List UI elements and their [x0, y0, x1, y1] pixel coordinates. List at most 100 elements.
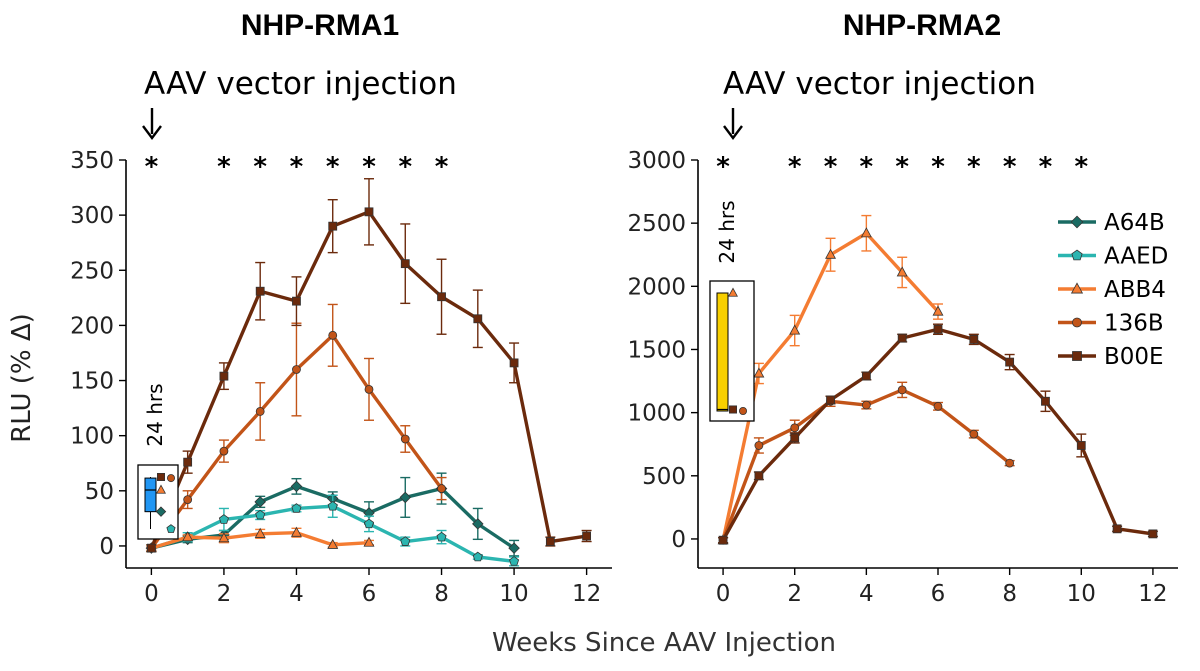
legend-entry-ABB4: ABB4	[1058, 277, 1166, 303]
significance-star: *	[788, 152, 802, 182]
data-point-ABB4	[896, 266, 908, 277]
legend-label: A64B	[1104, 210, 1165, 236]
legend-label: B00E	[1104, 344, 1164, 370]
significance-star: *	[398, 152, 412, 182]
data-point-136B	[1005, 458, 1015, 468]
significance-star: *	[1003, 152, 1017, 182]
data-point-B00E	[364, 207, 374, 217]
legend-label: ABB4	[1104, 277, 1166, 303]
inset-label: 24 hrs	[143, 383, 167, 446]
inset-point-ABB4	[156, 484, 166, 494]
series-B00E	[718, 323, 1158, 545]
data-point-AAED	[327, 500, 338, 511]
data-point-A64B	[399, 491, 412, 504]
data-point-AAED	[400, 536, 411, 546]
data-point-B00E	[582, 531, 592, 541]
data-point-AAED	[291, 503, 302, 513]
data-point-ABB4	[218, 532, 230, 543]
data-point-B00E	[790, 433, 800, 443]
data-point-B00E	[1041, 396, 1050, 406]
x-tick-label: 10	[1067, 581, 1096, 607]
data-point-ABB4	[363, 536, 375, 547]
data-point-136B	[328, 330, 338, 340]
significance-star: *	[290, 152, 304, 182]
inset-label: 24 hrs	[715, 200, 739, 263]
data-point-A64B	[508, 542, 520, 554]
data-point-136B	[790, 423, 800, 433]
significance-star: *	[1074, 152, 1088, 182]
data-point-B00E	[718, 535, 728, 545]
legend: A64B AAED ABB4 136B B00E	[1058, 210, 1168, 370]
significance-star: *	[1039, 152, 1053, 182]
inset-point-ABB4	[728, 287, 738, 297]
legend-swatch-marker	[1072, 317, 1082, 328]
x-tick-label: 6	[362, 581, 377, 607]
data-point-B00E	[1148, 529, 1158, 539]
data-point-A64B	[472, 518, 484, 530]
data-point-136B	[754, 441, 764, 450]
x-tick-label: 4	[859, 581, 874, 607]
data-point-ABB4	[753, 367, 765, 378]
data-point-B00E	[400, 259, 410, 269]
data-point-AAED	[363, 518, 375, 529]
data-point-ABB4	[290, 526, 302, 537]
panel2-injection-annotation: AAV vector injection	[723, 66, 1036, 102]
series-line-136B	[721, 388, 1011, 541]
data-point-ABB4	[860, 227, 872, 238]
data-point-AAED	[255, 509, 266, 520]
panel1: 0 50 100 150 200 250 300 350 0 2 4 6 8 10 12 * * * * * * * * 24…	[70, 108, 612, 607]
data-point-136B	[933, 401, 943, 411]
significance-star: *	[145, 152, 159, 182]
data-point-AAED	[218, 514, 229, 524]
inset-point-B00E	[729, 405, 738, 414]
significance-star: *	[824, 152, 838, 182]
data-point-AAED	[472, 551, 483, 562]
x-axis-label: Weeks Since AAV Injection	[492, 628, 836, 658]
data-point-B00E	[969, 334, 979, 344]
y-tick-label: 3000	[627, 148, 686, 174]
data-point-B00E	[473, 314, 483, 324]
x-tick-label: 4	[289, 581, 304, 607]
legend-swatch-marker	[1072, 351, 1082, 361]
y-tick-label: 0	[99, 534, 114, 560]
y-tick-label: 2000	[627, 274, 686, 300]
series-136B	[718, 381, 1015, 545]
data-point-136B	[219, 446, 229, 456]
inset-point-A64B	[155, 506, 167, 517]
y-tick-label: 1500	[627, 337, 686, 363]
data-point-ABB4	[932, 305, 944, 316]
data-point-B00E	[754, 471, 764, 481]
x-tick-label: 12	[1138, 581, 1167, 607]
significance-star: *	[931, 152, 945, 182]
data-point-136B	[255, 407, 265, 416]
inset-point-136B	[739, 406, 748, 415]
y-tick-label: 150	[70, 369, 114, 395]
data-point-ABB4	[789, 324, 801, 335]
inset-point-AAED	[166, 524, 176, 533]
data-point-136B	[969, 429, 979, 439]
x-tick-label: 10	[499, 581, 528, 607]
y-tick-label: 50	[85, 479, 114, 505]
data-point-ABB4	[327, 538, 339, 549]
inset-point-B00E	[156, 472, 165, 481]
x-tick-label: 0	[716, 581, 731, 607]
legend-label: AAED	[1104, 244, 1168, 270]
legend-entry-AAED: AAED	[1058, 244, 1168, 270]
x-tick-label: 8	[1002, 581, 1017, 607]
data-point-ABB4	[182, 531, 194, 542]
data-point-B00E	[437, 292, 446, 302]
data-point-B00E	[545, 537, 555, 546]
data-point-AAED	[509, 556, 520, 566]
legend-entry-B00E: B00E	[1058, 344, 1164, 370]
data-point-A64B	[254, 496, 266, 508]
significance-star: *	[217, 152, 231, 182]
series-AAED	[146, 494, 520, 567]
panel2-title: NHP-RMA2	[843, 9, 1001, 42]
data-point-AAED	[436, 531, 447, 542]
series-line-ABB4	[721, 231, 940, 541]
series-ABB4	[145, 526, 375, 553]
data-point-B00E	[219, 371, 229, 381]
data-point-B00E	[933, 324, 943, 334]
legend-label: 136B	[1104, 311, 1164, 337]
